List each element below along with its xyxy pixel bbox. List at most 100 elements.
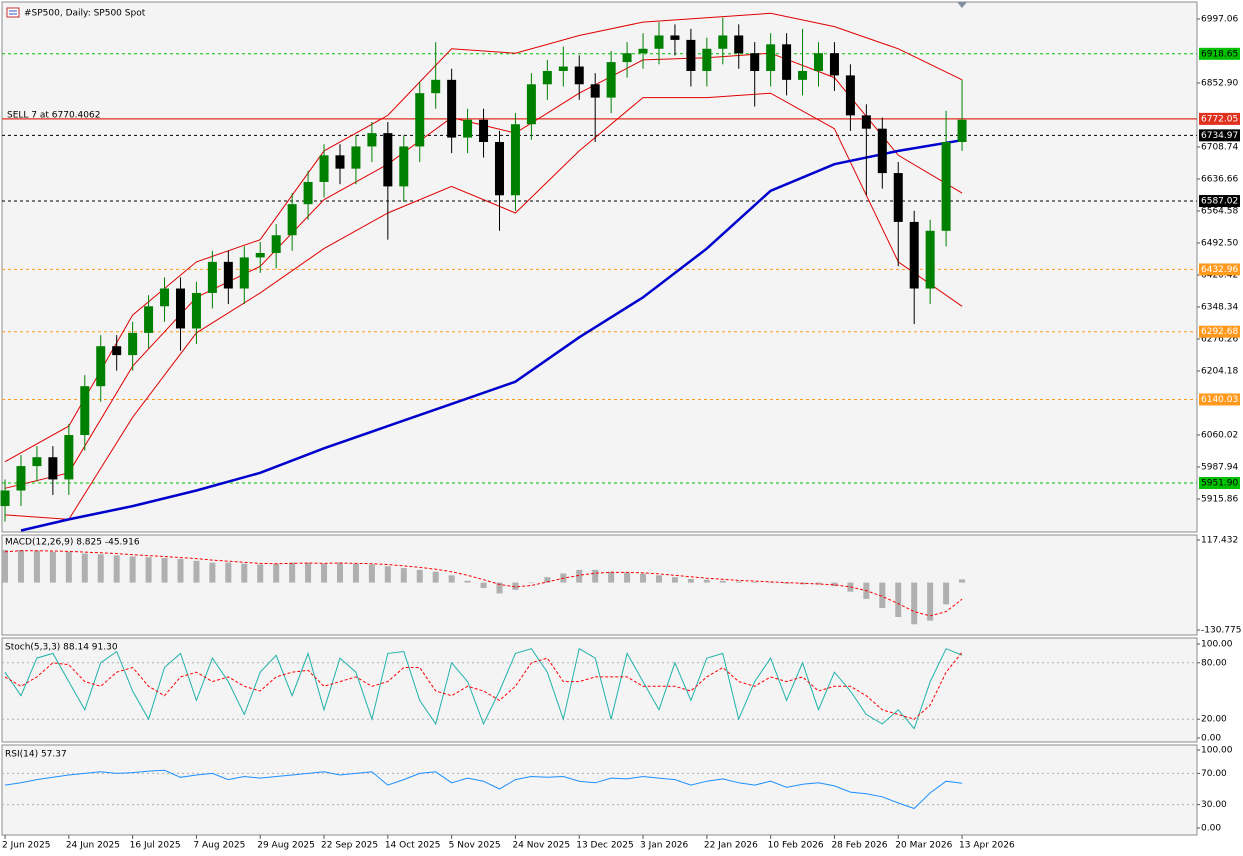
macd-bar (911, 582, 918, 625)
x-tick-label: 3 Jan 2026 (640, 841, 688, 851)
macd-bar (416, 569, 423, 583)
macd-bar (480, 582, 487, 589)
candle-body (622, 53, 632, 63)
macd-bar (767, 582, 774, 584)
price-level-tag (1199, 129, 1240, 142)
macd-bar (959, 579, 966, 583)
macd-bar (2, 549, 9, 583)
candle-body (431, 79, 441, 94)
y-tick-label: 70.00 (1201, 769, 1227, 779)
macd-bar (177, 559, 184, 583)
macd-bar (943, 582, 950, 605)
macd-bar (49, 551, 56, 583)
price-level-label: 6432.96 (1201, 265, 1238, 275)
candle-body (638, 48, 648, 54)
price-level-label: 6587.02 (1201, 197, 1238, 207)
x-tick-label: 13 Dec 2025 (576, 841, 634, 851)
candle-body (335, 155, 345, 169)
candle-body (479, 119, 489, 143)
candle-body (287, 204, 297, 236)
y-tick-label: 80.00 (1201, 658, 1227, 668)
y-tick-label: 20.00 (1201, 715, 1227, 725)
candle-body (542, 70, 552, 85)
macd-bar (448, 575, 455, 583)
candle-body (829, 53, 839, 76)
macd-bar (735, 581, 742, 583)
candle-body (813, 53, 823, 71)
macd-bar (129, 556, 136, 583)
candle-body (191, 292, 201, 329)
candle-body (718, 35, 728, 49)
price-level-tag (1199, 393, 1240, 406)
y-tick-label: 6492.50 (1201, 239, 1238, 249)
candle-body (510, 124, 520, 196)
candle-body (574, 66, 584, 85)
candle-body (734, 35, 744, 54)
macd-bar (576, 569, 583, 583)
candle-body (16, 466, 26, 491)
macd-bar (321, 563, 328, 583)
candle-body (590, 84, 600, 98)
candle-body (96, 346, 106, 387)
candle-body (909, 221, 919, 289)
candle-body (64, 435, 74, 480)
macd-bar (927, 582, 934, 621)
candle-body (877, 128, 887, 174)
price-level-label: 6140.03 (1201, 395, 1238, 405)
macd-bar (544, 577, 551, 583)
price-level-tag (1199, 47, 1240, 60)
macd-bar (640, 573, 647, 583)
candle-body (941, 142, 951, 231)
x-tick-label: 16 Jul 2025 (130, 841, 181, 851)
macd-bar (592, 569, 599, 583)
candle-body (925, 230, 935, 289)
rsi-title: RSI(14) 57.37 (5, 750, 67, 760)
y-tick-label: 6420.42 (1201, 271, 1238, 281)
macd-bar (225, 562, 232, 583)
macd-bar (17, 549, 24, 583)
macd-bar (608, 571, 615, 583)
price-level-tag (1199, 195, 1240, 208)
candle-body (463, 119, 473, 138)
y-tick-label: 100.00 (1201, 639, 1233, 649)
macd-panel (1, 534, 1198, 636)
candle-body (128, 332, 138, 356)
macd-bar (273, 563, 280, 583)
macd-bar (352, 563, 359, 583)
y-tick-label: 5987.94 (1201, 463, 1238, 473)
price-level-label: 6734.97 (1201, 131, 1238, 141)
macd-bar (257, 564, 264, 583)
candle-body (271, 235, 281, 253)
candle-body (207, 261, 217, 293)
candle-body (798, 70, 808, 80)
indicator-line (4, 647, 963, 730)
macd-bar (831, 582, 838, 587)
x-tick-label: 22 Sep 2025 (321, 841, 378, 851)
y-tick-label: 6060.02 (1201, 431, 1238, 441)
macd-bar (145, 557, 152, 583)
candle-body (367, 133, 377, 147)
macd-bar (496, 582, 503, 594)
x-tick-label: 29 Aug 2025 (257, 841, 315, 851)
macd-bar (703, 579, 710, 583)
macd-bar (161, 557, 168, 583)
candle-body (893, 173, 903, 222)
macd-bar (97, 554, 104, 583)
candle-body (494, 142, 504, 196)
candle-body (160, 288, 170, 307)
candle-body (32, 457, 42, 467)
price-panel (1, 1, 1198, 533)
candle-body (447, 79, 457, 138)
candle-body (606, 62, 616, 98)
macd-bar (81, 553, 88, 583)
indicator-line (4, 550, 963, 617)
macd-bar (209, 562, 216, 583)
macd-bar (65, 551, 72, 583)
macd-bar (655, 575, 662, 583)
x-tick-label: 5 Nov 2025 (449, 841, 501, 851)
price-level-label: 5951.90 (1201, 479, 1238, 489)
macd-bar (512, 582, 519, 590)
y-tick-label: 6997.06 (1201, 14, 1238, 24)
